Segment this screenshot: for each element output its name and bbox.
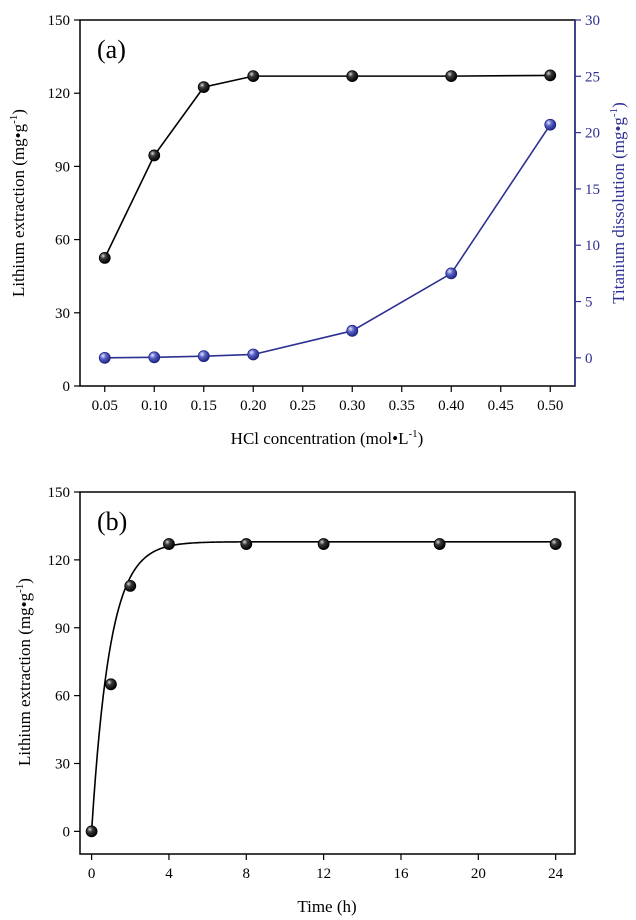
- chart-a-y-tick-right-label: 15: [585, 182, 600, 198]
- chart-a-y-tick-left-label: 60: [55, 233, 70, 249]
- chart-b-point: [163, 538, 175, 550]
- chart-b-point: [317, 538, 330, 550]
- chart-a-frame: [79, 19, 576, 387]
- chart-a-x-tick-label: 0.50: [537, 398, 563, 414]
- chart-a-titanium-point: [247, 348, 260, 361]
- chart-a-titanium-point: [544, 118, 557, 131]
- chart-b-y-axis-label-sup: -1: [14, 584, 26, 593]
- chart-a-y-tick-left-label: 90: [55, 159, 70, 175]
- chart-a-y-tick-left-label: 150: [48, 13, 71, 29]
- chart-a-y-tick-right-label: 25: [585, 69, 600, 85]
- chart-b-y-axis-label: Lithium extraction (mg•g-1): [14, 578, 34, 766]
- chart-b-x-ticks: 0 4 8 12 16 20 24: [88, 854, 564, 882]
- chart-a-lithium-point: [544, 69, 557, 82]
- chart-b-x-tick-label: 20: [471, 866, 486, 882]
- chart-a: 0.05 0.10 0.15 0.20 0.25 0.30 0.35 0.40 0.45 0.50…: [8, 13, 628, 448]
- chart-a-x-tick-label: 0.20: [240, 398, 266, 414]
- chart-a-titanium-point: [445, 267, 458, 280]
- chart-a-y-tick-right-label: 20: [585, 126, 600, 142]
- chart-a-lithium-point: [148, 149, 161, 162]
- chart-a-x-ticks: 0.05 0.10 0.15 0.20 0.25 0.30 0.35 0.40 0.45 0.50: [92, 386, 563, 414]
- chart-a-y-tick-left-label: 30: [55, 306, 70, 322]
- chart-a-y-tick-left-label: 120: [48, 86, 71, 102]
- chart-a-lithium-points: [98, 69, 557, 264]
- chart-a-y-tick-right-label: 10: [585, 238, 600, 254]
- chart-a-x-axis-label-sup: -1: [408, 428, 417, 440]
- chart-a-x-tick-label: 0.35: [389, 398, 415, 414]
- chart-b-panel-label: (b): [97, 507, 127, 536]
- chart-a-titanium-line: [104, 124, 551, 359]
- chart-b-point: [85, 825, 98, 838]
- chart-a-x-axis-label: HCl concentration (mol•L-1): [231, 428, 424, 448]
- chart-b-point: [105, 678, 117, 691]
- chart-b-x-tick-label: 8: [243, 866, 251, 882]
- chart-a-y-tick-right-label: 0: [585, 351, 593, 367]
- chart-a-lithium-point: [197, 81, 210, 93]
- chart-b-point: [433, 538, 446, 550]
- chart-a-titanium-points: [98, 118, 557, 364]
- chart-b-y-ticks: 0 30 60 90 120 150: [48, 485, 80, 840]
- chart-a-x-tick-label: 0.15: [191, 398, 217, 414]
- chart-a-titanium-point: [98, 351, 111, 364]
- chart-a-y-axis-label-left: Lithium extraction (mg•g-1): [8, 109, 28, 297]
- chart-b-x-tick-label: 0: [88, 866, 96, 882]
- chart-a-lithium-line: [104, 74, 551, 259]
- chart-a-titanium-point: [197, 350, 210, 363]
- chart-a-y-axis-label-right-sup: -1: [608, 108, 620, 117]
- chart-b-x-tick-label: 4: [165, 866, 173, 882]
- chart-a-x-tick-label: 0.45: [488, 398, 514, 414]
- chart-a-titanium-point: [346, 324, 359, 337]
- chart-a-y-ticks-left: 0 30 60 90 120 150: [48, 13, 80, 395]
- chart-a-titanium-point: [148, 351, 161, 364]
- chart-a-x-tick-label: 0.05: [92, 398, 118, 414]
- chart-b-frame: [79, 491, 576, 855]
- chart-b-point: [124, 579, 137, 592]
- chart-a-x-tick-label: 0.40: [438, 398, 464, 414]
- chart-b-fit-curve: [90, 540, 556, 832]
- chart-b-y-tick-label: 150: [48, 485, 71, 501]
- chart-b-x-tick-label: 12: [316, 866, 331, 882]
- chart-a-x-tick-label: 0.10: [141, 398, 167, 414]
- chart-a-y-tick-right-label: 30: [585, 13, 600, 29]
- chart-b-x-tick-label: 24: [548, 866, 564, 882]
- chart-b-points: [85, 538, 562, 838]
- chart-b-x-axis-label: Time (h): [297, 897, 356, 916]
- chart-a-lithium-point: [445, 70, 458, 83]
- chart-b-y-tick-label: 120: [48, 553, 71, 569]
- chart-a-x-tick-label: 0.25: [290, 398, 316, 414]
- chart-a-panel-label: (a): [97, 35, 126, 64]
- chart-b-y-tick-label: 0: [63, 824, 71, 840]
- chart-b: 0 4 8 12 16 20 24 0 30 60 90 120 150 (b) Time (h) L…: [14, 485, 576, 916]
- chart-b-y-tick-label: 30: [55, 757, 70, 773]
- chart-a-y-tick-right-label: 5: [585, 295, 593, 311]
- chart-a-lithium-point: [346, 70, 359, 83]
- chart-b-y-tick-label: 90: [55, 621, 70, 637]
- chart-a-y-ticks-right: 0 5 10 15 20 25 30: [575, 13, 600, 367]
- chart-a-y-tick-left-label: 0: [63, 379, 71, 395]
- chart-a-lithium-point: [247, 70, 260, 83]
- chart-a-x-tick-label: 0.30: [339, 398, 365, 414]
- chart-b-point: [549, 538, 562, 550]
- chart-b-y-tick-label: 60: [55, 689, 70, 705]
- chart-b-x-tick-label: 16: [393, 866, 409, 882]
- chart-a-y-axis-label-left-sup: -1: [8, 115, 20, 124]
- chart-a-y-axis-label-right: Titanium dissolution (mg•g-1): [608, 102, 628, 304]
- chart-a-lithium-point: [98, 251, 111, 264]
- chart-b-point: [240, 538, 253, 550]
